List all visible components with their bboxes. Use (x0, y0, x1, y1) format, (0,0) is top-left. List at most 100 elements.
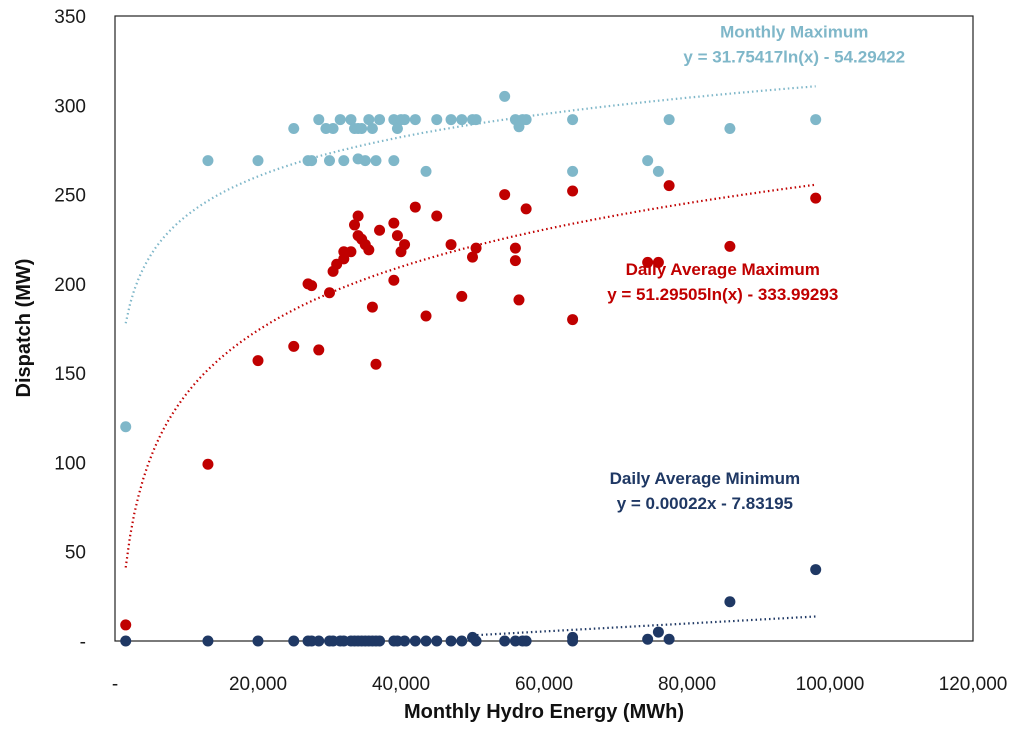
data-point (567, 314, 579, 326)
trendline-equation: y = 51.29505ln(x) - 333.99293 (607, 285, 838, 304)
data-point (252, 635, 264, 647)
x-tick-label: 80,000 (658, 674, 716, 695)
data-point (431, 114, 443, 126)
data-point (313, 114, 325, 126)
data-point (202, 458, 214, 470)
data-point (810, 564, 822, 576)
data-point (363, 114, 375, 126)
trendline (124, 183, 816, 568)
data-point (470, 242, 482, 254)
data-point (202, 635, 214, 647)
data-point (399, 635, 411, 647)
data-point (359, 239, 371, 251)
x-tick-label: 40,000 (372, 674, 430, 695)
data-point (388, 155, 400, 167)
data-point (724, 240, 736, 252)
data-point (399, 114, 411, 126)
data-point (520, 203, 532, 215)
data-point (366, 301, 378, 313)
x-tick-label: 100,000 (796, 674, 865, 695)
data-point (810, 114, 822, 126)
data-point (663, 180, 675, 192)
trendline-equation: y = 31.75417ln(x) - 54.29422 (683, 47, 905, 66)
x-axis-title: Monthly Hydro Energy (MWh) (404, 701, 684, 723)
series-label: Daily Average Minimum (610, 469, 801, 488)
data-point (409, 114, 421, 126)
data-point (663, 114, 675, 126)
data-point (509, 242, 521, 254)
data-point (431, 635, 443, 647)
data-point (431, 210, 443, 222)
data-point (306, 155, 318, 167)
y-tick-label: - (80, 632, 86, 653)
data-point (252, 155, 264, 167)
data-point (567, 114, 579, 126)
data-point (642, 256, 654, 268)
data-point (313, 635, 325, 647)
data-point (520, 114, 532, 126)
data-point (420, 635, 432, 647)
data-point (456, 290, 468, 302)
plot-area (114, 15, 974, 642)
data-point (409, 201, 421, 213)
data-point (345, 114, 357, 126)
data-point (445, 239, 457, 251)
data-point (359, 155, 371, 167)
data-point (499, 189, 511, 201)
data-point (327, 123, 339, 134)
y-tick-label: 150 (54, 364, 86, 385)
data-point (252, 355, 264, 367)
data-point (567, 185, 579, 197)
data-point (420, 310, 432, 322)
x-axis-ticks: - 20,000 40,000 60,000 80,000 100,000 120,000 (112, 674, 1008, 695)
trendline (472, 615, 816, 637)
y-tick-label: 50 (65, 543, 86, 564)
data-point (467, 251, 478, 263)
data-point (810, 192, 822, 204)
data-point (374, 635, 386, 647)
data-point (724, 123, 736, 134)
series-label: Daily Average Maximum (626, 260, 820, 279)
y-tick-label: 200 (54, 275, 86, 296)
data-point (499, 90, 511, 102)
data-point (520, 635, 532, 647)
data-point (388, 217, 400, 229)
data-point (642, 155, 654, 167)
data-point (356, 123, 368, 134)
data-point (445, 635, 457, 647)
data-point (567, 635, 579, 647)
data-point (509, 255, 521, 267)
data-point (391, 230, 403, 242)
data-point (120, 421, 132, 433)
trendline-annotations: Monthly Maximum y = 31.75417ln(x) - 54.29… (607, 22, 905, 512)
data-point (652, 165, 664, 177)
data-point (202, 155, 214, 167)
x-tick-label: 120,000 (939, 674, 1008, 695)
data-point (391, 123, 403, 134)
y-tick-label: 350 (54, 7, 86, 28)
data-point (370, 155, 382, 167)
data-point (642, 633, 654, 645)
data-point (374, 224, 386, 236)
y-tick-label: 300 (54, 96, 86, 117)
data-point (445, 114, 457, 126)
data-point (513, 294, 525, 306)
data-point (288, 635, 300, 647)
data-point (499, 635, 511, 647)
data-point (724, 596, 736, 608)
data-point (409, 635, 421, 647)
x-tick-label: - (112, 674, 118, 695)
data-point (374, 114, 386, 126)
data-point (288, 123, 300, 134)
data-point (370, 358, 382, 370)
data-point (366, 123, 378, 134)
data-point (338, 155, 350, 167)
y-axis-ticks: - 50 100 150 200 250 300 350 (54, 7, 86, 653)
data-point (388, 274, 400, 286)
x-tick-label: 20,000 (229, 674, 287, 695)
data-point (352, 210, 364, 222)
series-label: Monthly Maximum (720, 22, 868, 41)
y-tick-label: 100 (54, 453, 86, 474)
data-point (324, 287, 335, 299)
